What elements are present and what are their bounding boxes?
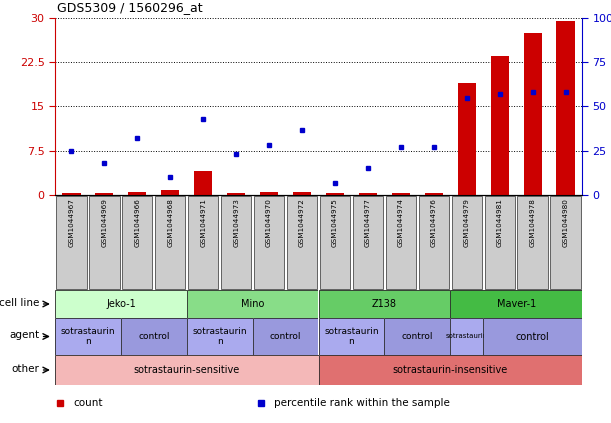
Bar bbox=[359, 193, 377, 195]
Bar bbox=[95, 193, 114, 195]
Text: GSM1044976: GSM1044976 bbox=[431, 198, 437, 247]
Text: GSM1044971: GSM1044971 bbox=[200, 198, 207, 247]
Text: control: control bbox=[401, 332, 433, 341]
Text: agent: agent bbox=[10, 330, 40, 340]
Bar bbox=[458, 83, 476, 195]
Bar bbox=[524, 33, 542, 195]
Bar bbox=[326, 193, 344, 195]
Bar bbox=[62, 193, 81, 195]
Text: GSM1044973: GSM1044973 bbox=[233, 198, 239, 247]
Bar bbox=[227, 193, 245, 195]
Text: GSM1044981: GSM1044981 bbox=[497, 198, 503, 247]
Text: other: other bbox=[12, 363, 40, 374]
Bar bbox=[425, 193, 443, 195]
Bar bbox=[392, 193, 410, 195]
Text: sotrastaurin: sotrastaurin bbox=[445, 333, 488, 340]
Text: GSM1044969: GSM1044969 bbox=[101, 198, 108, 247]
Text: Jeko-1: Jeko-1 bbox=[106, 299, 136, 309]
Text: GSM1044978: GSM1044978 bbox=[530, 198, 536, 247]
Bar bbox=[557, 21, 574, 195]
Bar bbox=[128, 192, 147, 195]
Text: GDS5309 / 1560296_at: GDS5309 / 1560296_at bbox=[57, 1, 203, 14]
Text: GSM1044977: GSM1044977 bbox=[365, 198, 371, 247]
Text: GSM1044966: GSM1044966 bbox=[134, 198, 141, 247]
Text: GSM1044968: GSM1044968 bbox=[167, 198, 174, 247]
Text: Z138: Z138 bbox=[372, 299, 397, 309]
Text: Mino: Mino bbox=[241, 299, 265, 309]
Bar bbox=[293, 192, 311, 195]
Text: GSM1044970: GSM1044970 bbox=[266, 198, 272, 247]
Text: GSM1044974: GSM1044974 bbox=[398, 198, 404, 247]
Text: GSM1044980: GSM1044980 bbox=[563, 198, 568, 247]
Bar bbox=[260, 192, 278, 195]
Text: GSM1044972: GSM1044972 bbox=[299, 198, 305, 247]
Text: cell line: cell line bbox=[0, 298, 40, 308]
Text: Maver-1: Maver-1 bbox=[497, 299, 536, 309]
Text: sotrastaurin-insensitive: sotrastaurin-insensitive bbox=[393, 365, 508, 375]
Text: sotrastaurin
n: sotrastaurin n bbox=[60, 327, 115, 346]
Text: count: count bbox=[73, 398, 103, 408]
Text: percentile rank within the sample: percentile rank within the sample bbox=[274, 398, 450, 408]
Text: sotrastaurin
n: sotrastaurin n bbox=[324, 327, 379, 346]
Bar bbox=[491, 56, 509, 195]
Text: GSM1044967: GSM1044967 bbox=[68, 198, 75, 247]
Text: GSM1044975: GSM1044975 bbox=[332, 198, 338, 247]
Text: GSM1044979: GSM1044979 bbox=[464, 198, 470, 247]
Bar bbox=[194, 171, 212, 195]
Text: sotrastaurin
n: sotrastaurin n bbox=[192, 327, 247, 346]
Bar bbox=[161, 190, 180, 195]
Text: control: control bbox=[138, 332, 170, 341]
Text: control: control bbox=[270, 332, 301, 341]
Text: sotrastaurin-sensitive: sotrastaurin-sensitive bbox=[134, 365, 240, 375]
Text: control: control bbox=[516, 332, 549, 341]
